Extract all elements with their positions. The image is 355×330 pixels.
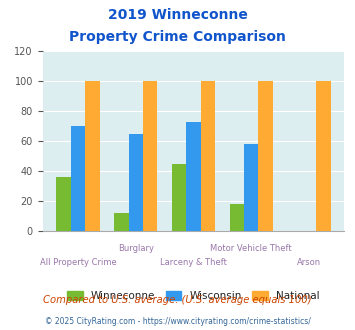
Bar [230,204,244,231]
Text: 2019 Winneconne: 2019 Winneconne [108,8,247,22]
Bar [85,81,100,231]
Text: All Property Crime: All Property Crime [40,258,116,267]
Bar [56,177,71,231]
Text: Property Crime Comparison: Property Crime Comparison [69,30,286,44]
Bar [186,121,201,231]
Legend: Winneconne, Wisconsin, National: Winneconne, Wisconsin, National [63,286,324,305]
Bar [71,126,85,231]
Text: © 2025 CityRating.com - https://www.cityrating.com/crime-statistics/: © 2025 CityRating.com - https://www.city… [45,317,310,326]
Bar [244,144,258,231]
Bar [129,134,143,231]
Text: Larceny & Theft: Larceny & Theft [160,258,227,267]
Bar [201,81,215,231]
Bar [258,81,273,231]
Bar [143,81,157,231]
Bar [114,213,129,231]
Bar [172,164,186,231]
Text: Motor Vehicle Theft: Motor Vehicle Theft [211,244,292,252]
Bar [316,81,331,231]
Text: Compared to U.S. average. (U.S. average equals 100): Compared to U.S. average. (U.S. average … [43,295,312,305]
Text: Arson: Arson [297,258,321,267]
Text: Burglary: Burglary [118,244,154,252]
